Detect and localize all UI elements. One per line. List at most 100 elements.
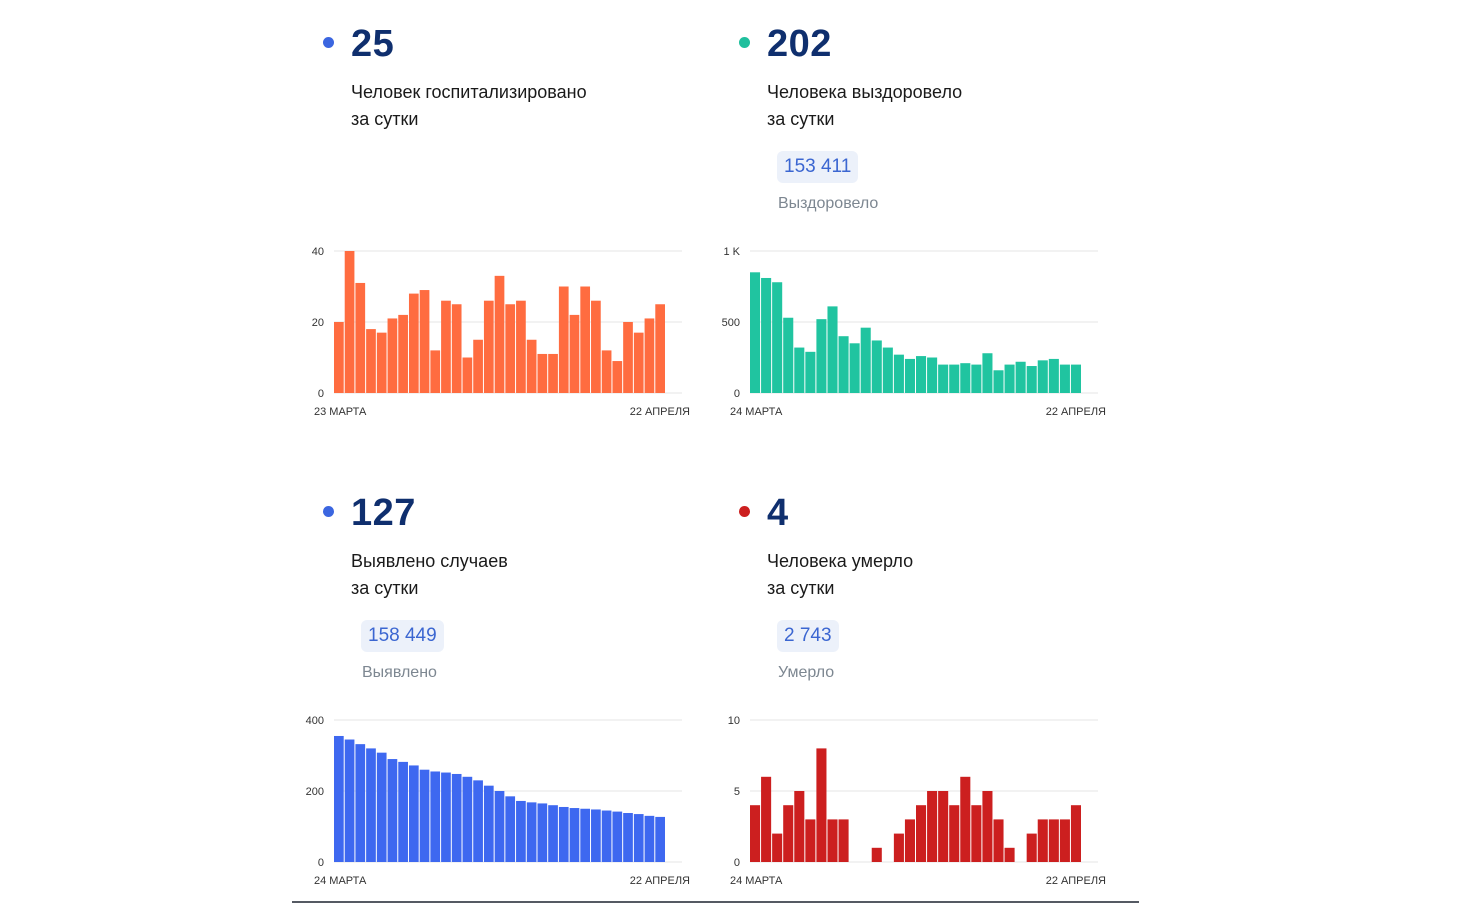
deaths-bar <box>772 833 783 862</box>
recovered-total: 153 411 <box>777 151 859 183</box>
hospitalized-bar <box>526 339 537 393</box>
hospitalized-bar <box>633 332 644 393</box>
cases-bar <box>430 771 441 862</box>
deaths-bar <box>893 833 904 862</box>
cases-bar <box>516 800 526 862</box>
cases-bar <box>366 748 376 862</box>
recovered-bar <box>938 364 949 393</box>
hospitalized-bar <box>591 300 601 393</box>
recovered-caption-line2: за сутки <box>767 109 835 129</box>
recovered-bar <box>960 363 971 393</box>
recovered-bar <box>772 282 783 393</box>
recovered-bar <box>827 306 838 393</box>
hospitalized-bar <box>644 318 655 393</box>
deaths-ytick-label: 0 <box>734 857 740 869</box>
recovered-bar <box>1070 364 1081 393</box>
cases-bar <box>569 808 580 862</box>
recovered-bar <box>750 272 761 393</box>
cases-bar <box>644 815 655 862</box>
recovered-bar <box>1059 364 1070 393</box>
deaths-bar <box>827 819 838 862</box>
deaths-bar <box>838 819 849 862</box>
deaths-caption: Человека умерло за сутки <box>767 548 913 602</box>
deaths-bar <box>1026 833 1037 862</box>
hospitalized-chart: 0 20 40 23 МАРТА 22 АПРЕЛЯ <box>312 246 690 418</box>
deaths-bar <box>816 748 827 862</box>
deaths-bar <box>871 847 882 862</box>
recovered-bar <box>893 354 904 393</box>
deaths-bar <box>794 791 805 862</box>
hospitalized-bar <box>473 339 483 393</box>
hospitalized-caption-line2: за сутки <box>351 109 419 129</box>
deaths-bar <box>971 805 982 862</box>
cases-bar <box>548 805 558 862</box>
hospitalized-bar <box>623 322 633 393</box>
cases-bar <box>376 752 387 862</box>
recovered-bar <box>927 357 938 393</box>
deaths-bar <box>1059 819 1070 862</box>
deaths-bar <box>1004 847 1015 862</box>
recovered-bar <box>794 347 805 393</box>
recovered-bar <box>838 336 849 393</box>
deaths-bar <box>904 819 915 862</box>
cases-value: 127 <box>351 492 416 534</box>
deaths-chart: 0 5 10 24 МАРТА 22 АПРЕЛЯ <box>728 715 1106 887</box>
deaths-x-end-label: 22 АПРЕЛЯ <box>1046 875 1106 887</box>
recovered-bar <box>860 327 871 393</box>
recovered-bar <box>982 353 993 393</box>
cases-caption: Выявлено случаев за сутки <box>351 548 508 602</box>
cases-total-label: Выявлено <box>362 664 437 681</box>
recovered-bar <box>805 351 816 393</box>
recovered-value: 202 <box>767 23 832 65</box>
hospitalized-caption: Человек госпитализировано за сутки <box>351 79 587 133</box>
hospitalized-value: 25 <box>351 23 395 65</box>
deaths-bar <box>927 791 938 862</box>
cases-x-end-label: 22 АПРЕЛЯ <box>630 875 690 887</box>
hospitalized-bar <box>655 304 665 393</box>
hospitalized-bar <box>580 286 591 393</box>
cases-caption-line1: Выявлено случаев <box>351 551 508 571</box>
hospitalized-bar <box>334 322 344 393</box>
recovered-x-start-label: 24 МАРТА <box>730 406 783 418</box>
cases-bar <box>473 780 483 862</box>
hospitalized-bar <box>537 353 548 393</box>
deaths-caption-line2: за сутки <box>767 578 835 598</box>
deaths-total-label: Умерло <box>778 664 835 681</box>
recovered-bar <box>993 370 1004 393</box>
hospitalized-x-end-label: 22 АПРЕЛЯ <box>630 406 690 418</box>
cases-bar <box>344 739 355 862</box>
hospitalized-bar <box>516 300 526 393</box>
hospitalized-bar <box>376 332 387 393</box>
hospitalized-bar <box>408 293 419 393</box>
bottom-divider <box>292 901 1139 903</box>
hospitalized-bar <box>344 251 355 393</box>
deaths-bar <box>960 776 971 862</box>
cases-dot <box>323 506 334 517</box>
hospitalized-bar <box>494 275 505 393</box>
recovered-total-label: Выздоровело <box>778 195 879 212</box>
deaths-dot <box>739 506 750 517</box>
hospitalized-bar <box>451 304 462 393</box>
deaths-bar <box>993 819 1004 862</box>
cases-bar <box>462 776 473 862</box>
hospitalized-bar <box>441 300 451 393</box>
recovered-bar <box>949 364 960 393</box>
recovered-bar <box>871 340 882 393</box>
recovered-bar <box>1004 364 1015 393</box>
deaths-bar <box>750 805 761 862</box>
hospitalized-bar <box>355 282 366 393</box>
cases-bar <box>655 816 665 862</box>
deaths-caption-line1: Человека умерло <box>767 551 914 571</box>
hospitalized-bar <box>483 300 494 393</box>
hospitalized-bar <box>612 361 623 393</box>
cases-x-start-label: 24 МАРТА <box>314 875 367 887</box>
cases-bar <box>483 785 494 862</box>
cases-bar <box>601 810 612 863</box>
cases-bar <box>612 811 623 862</box>
hospitalized-x-start-label: 23 МАРТА <box>314 406 367 418</box>
hospitalized-bar <box>505 304 516 393</box>
deaths-bar <box>982 791 993 862</box>
hospitalized-dot <box>323 37 334 48</box>
cases-bar <box>408 765 419 862</box>
hospitalized-ytick-label: 0 <box>318 388 324 400</box>
